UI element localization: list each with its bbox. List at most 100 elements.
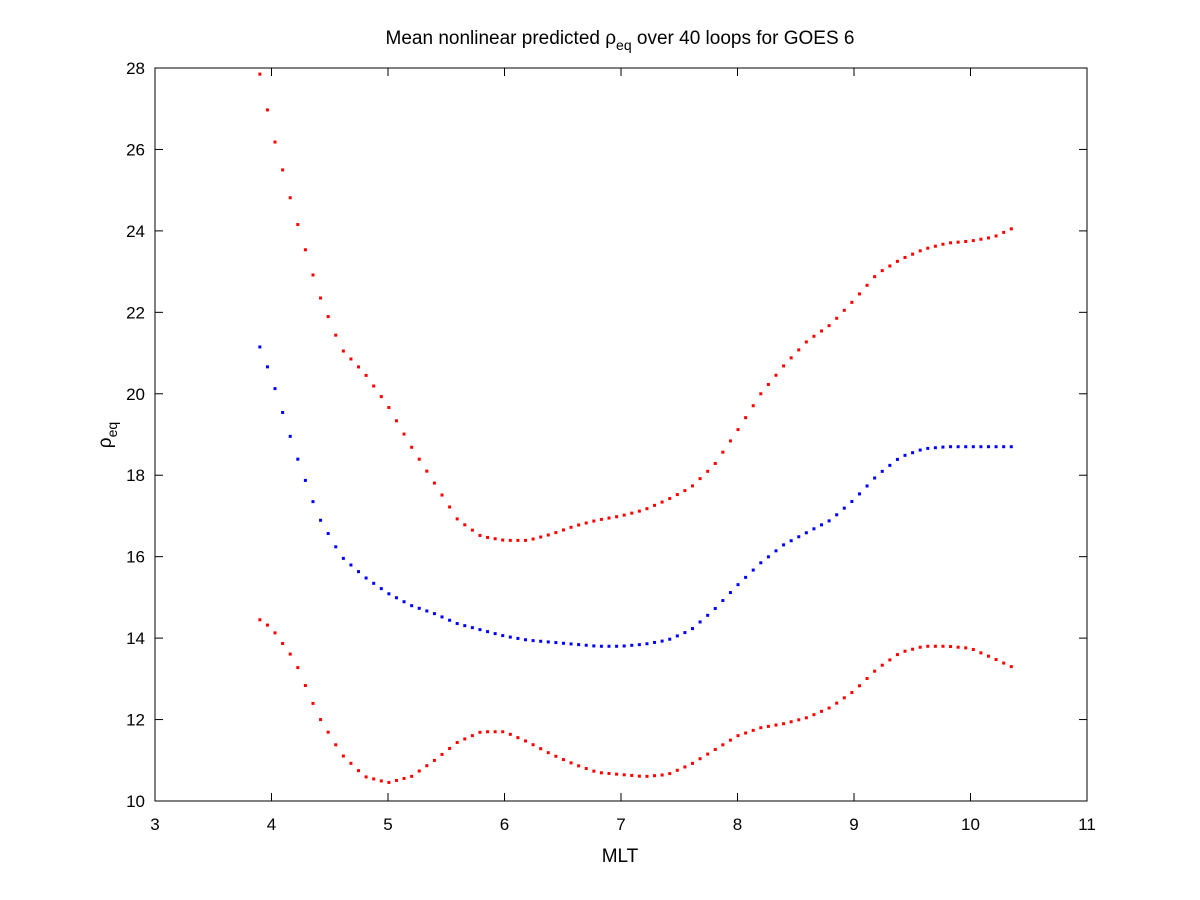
data-point bbox=[751, 728, 755, 732]
data-point bbox=[782, 543, 786, 547]
data-point bbox=[584, 766, 588, 770]
data-point bbox=[759, 392, 763, 396]
data-point bbox=[319, 718, 323, 722]
data-point bbox=[956, 240, 960, 244]
data-point bbox=[820, 329, 824, 333]
data-point bbox=[873, 669, 877, 673]
data-point bbox=[987, 445, 990, 449]
data-point bbox=[622, 513, 626, 517]
y-tick-label: 28 bbox=[126, 59, 145, 78]
data-point bbox=[1009, 665, 1013, 669]
data-point bbox=[994, 658, 998, 662]
data-point bbox=[637, 774, 641, 778]
data-point bbox=[311, 273, 315, 277]
data-point bbox=[653, 503, 657, 507]
data-point bbox=[766, 382, 770, 386]
data-point bbox=[554, 531, 558, 535]
data-point bbox=[888, 658, 892, 662]
data-point bbox=[569, 761, 573, 765]
data-point bbox=[296, 223, 300, 227]
data-point bbox=[911, 252, 915, 256]
data-point bbox=[933, 446, 937, 450]
data-point bbox=[706, 752, 710, 756]
data-point bbox=[857, 492, 861, 496]
data-point bbox=[797, 718, 801, 722]
x-tick-label: 10 bbox=[961, 815, 980, 834]
data-point bbox=[964, 445, 968, 449]
data-point bbox=[918, 448, 922, 452]
data-point bbox=[364, 373, 368, 377]
data-point bbox=[410, 604, 414, 608]
data-point bbox=[265, 108, 269, 112]
data-point bbox=[1009, 227, 1013, 231]
data-point bbox=[319, 518, 323, 522]
data-point bbox=[926, 246, 930, 250]
data-point bbox=[622, 644, 626, 648]
data-point bbox=[311, 701, 315, 705]
data-point bbox=[531, 537, 535, 541]
data-point bbox=[865, 283, 869, 287]
data-point bbox=[463, 737, 467, 741]
data-point bbox=[774, 549, 778, 553]
data-point bbox=[341, 556, 345, 560]
data-point bbox=[577, 764, 581, 768]
data-point bbox=[964, 646, 968, 650]
data-point bbox=[615, 772, 619, 776]
data-point bbox=[895, 653, 899, 657]
data-point bbox=[493, 730, 497, 734]
data-point bbox=[804, 340, 808, 344]
data-point bbox=[637, 509, 641, 513]
data-point bbox=[432, 758, 436, 762]
data-point bbox=[850, 691, 854, 695]
data-point bbox=[554, 754, 558, 758]
data-point bbox=[394, 419, 398, 423]
data-point bbox=[835, 513, 839, 517]
x-tick-label: 3 bbox=[150, 815, 159, 834]
data-point bbox=[524, 739, 528, 743]
data-point bbox=[971, 239, 975, 243]
data-point bbox=[296, 666, 300, 670]
y-axis-label: ρeq bbox=[95, 422, 120, 448]
data-point bbox=[994, 445, 998, 449]
data-point bbox=[653, 640, 657, 644]
x-tick-label: 8 bbox=[733, 815, 742, 834]
data-point bbox=[812, 713, 816, 717]
data-point bbox=[713, 747, 717, 751]
data-point bbox=[394, 596, 398, 600]
data-point bbox=[842, 696, 846, 700]
data-point bbox=[615, 644, 619, 648]
data-point bbox=[835, 316, 839, 320]
data-point bbox=[554, 641, 558, 645]
data-point bbox=[417, 457, 421, 461]
data-point bbox=[326, 730, 330, 734]
data-point bbox=[751, 568, 755, 572]
data-point bbox=[607, 644, 611, 648]
data-point bbox=[599, 517, 603, 521]
data-point bbox=[842, 506, 846, 510]
data-point bbox=[744, 731, 748, 735]
data-point bbox=[1009, 445, 1013, 449]
data-point bbox=[410, 445, 414, 449]
data-point bbox=[357, 570, 361, 574]
data-point bbox=[501, 634, 505, 638]
data-point bbox=[379, 587, 383, 591]
data-point bbox=[478, 730, 482, 734]
data-point bbox=[744, 416, 748, 420]
data-point bbox=[501, 730, 505, 734]
data-point bbox=[372, 777, 376, 781]
axis-tick-labels: 3 4 5 6 7 8 9 10 11 10 12 14 16 18 20 22 24 26 28 bbox=[126, 59, 1096, 834]
data-point bbox=[888, 463, 892, 467]
data-point bbox=[463, 624, 467, 628]
data-point bbox=[683, 765, 687, 769]
data-point bbox=[440, 752, 444, 756]
data-point bbox=[357, 365, 361, 369]
data-point bbox=[508, 732, 512, 736]
data-point bbox=[637, 643, 641, 647]
data-point bbox=[357, 769, 361, 773]
data-point bbox=[660, 639, 664, 643]
data-point bbox=[273, 631, 277, 635]
data-point bbox=[463, 523, 467, 527]
data-point bbox=[827, 519, 831, 523]
data-point bbox=[728, 439, 732, 443]
data-point bbox=[387, 780, 391, 784]
